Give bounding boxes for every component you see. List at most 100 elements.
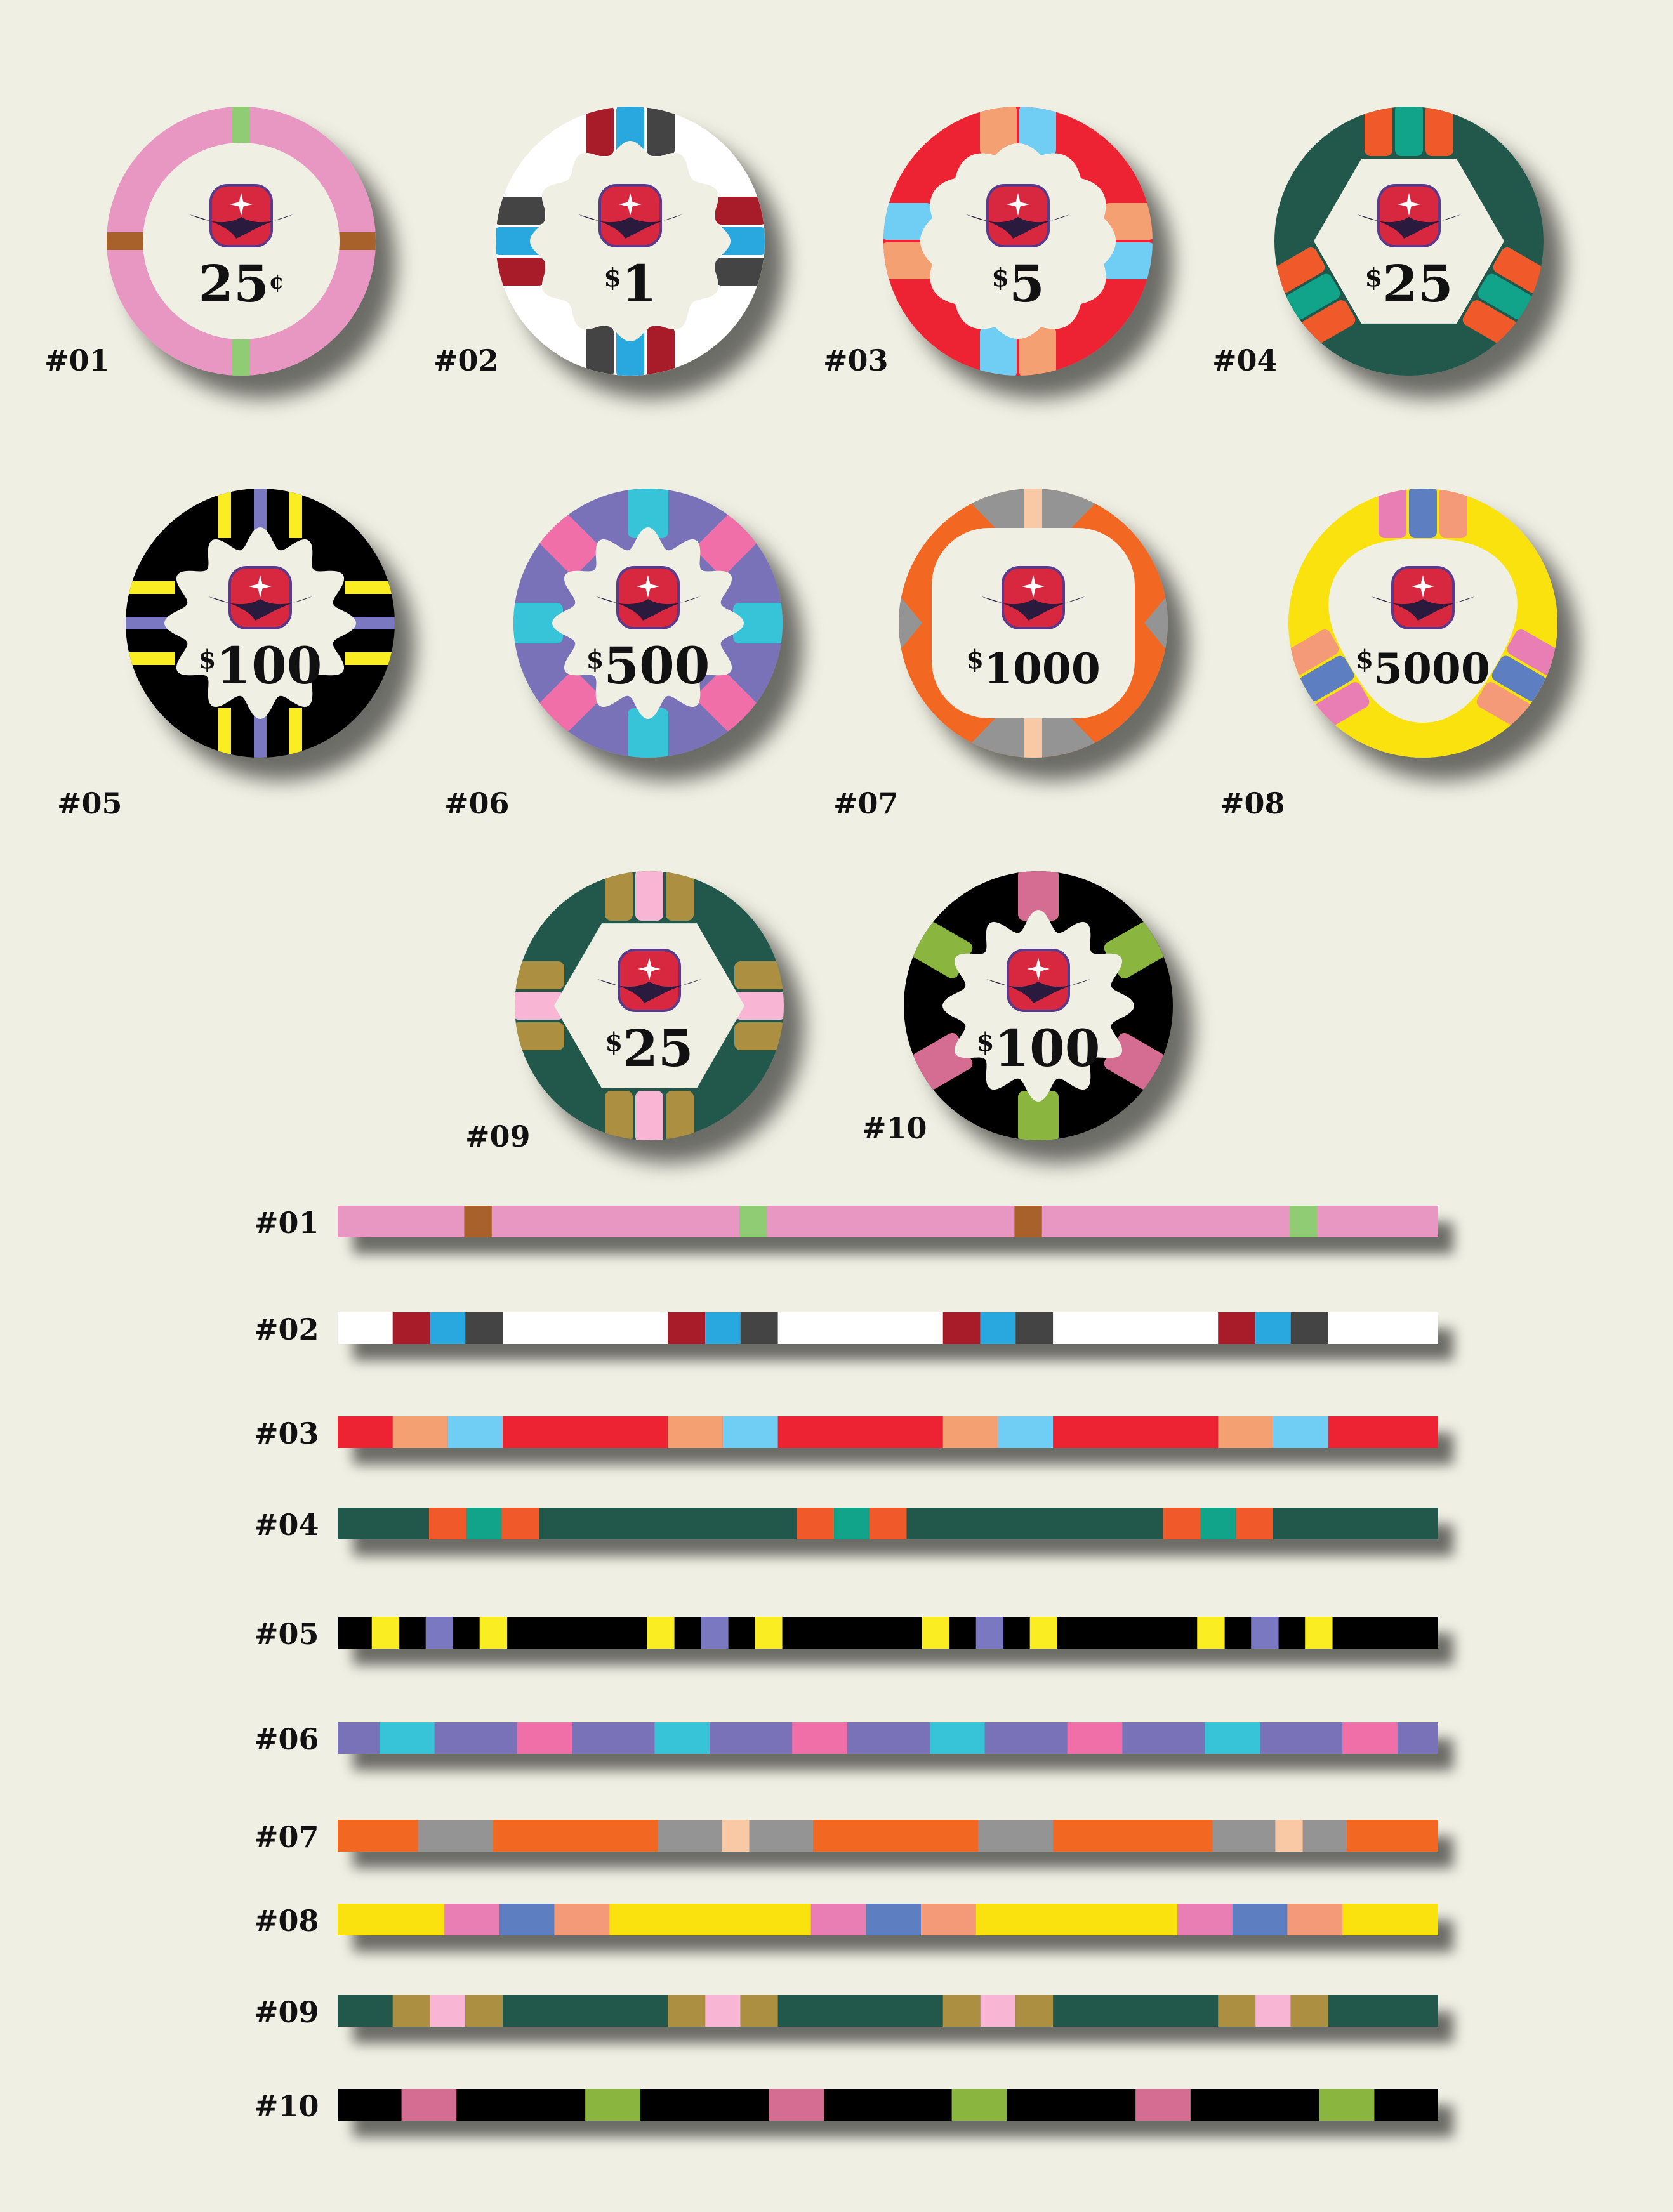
star-icon xyxy=(1412,575,1434,598)
casino-logo xyxy=(596,566,700,629)
strip-segment xyxy=(921,1904,976,1935)
edge-insert xyxy=(883,203,933,279)
strip-number-label: #03 xyxy=(254,1416,319,1451)
chip-5: $100 xyxy=(126,489,395,758)
casino-logo xyxy=(1357,184,1461,247)
chip-denomination: $5 xyxy=(991,254,1045,313)
casino-logo xyxy=(208,566,312,629)
strip-segment xyxy=(1275,1820,1303,1852)
casino-logo xyxy=(966,184,1070,247)
strip-segment xyxy=(705,1312,741,1344)
strip-segment xyxy=(769,2089,824,2121)
chip-center xyxy=(1328,539,1518,723)
edge-strip-8 xyxy=(338,1904,1438,1935)
strip-base xyxy=(338,1722,1438,1754)
strip-segment xyxy=(428,1508,466,1539)
strip-segment xyxy=(980,1312,1016,1344)
strip-number-label: #08 xyxy=(254,1904,319,1938)
strip-segment xyxy=(1163,1508,1201,1539)
strip-segment xyxy=(1255,1312,1291,1344)
bird-icon xyxy=(597,979,701,1003)
strip-segment xyxy=(1232,1904,1288,1935)
chip-number-label: #10 xyxy=(862,1111,927,1145)
edge-strip-9 xyxy=(338,1995,1438,2027)
strip-segment xyxy=(705,1995,741,2027)
star-icon xyxy=(638,958,661,980)
chip-number-label: #04 xyxy=(1212,343,1278,378)
strip-segment xyxy=(658,1820,722,1852)
strip-segment xyxy=(1029,1617,1058,1649)
edge-insert xyxy=(1462,247,1544,346)
edge-insert xyxy=(1018,871,1059,921)
strip-segment xyxy=(998,1416,1054,1448)
strip-segment xyxy=(517,1722,572,1754)
chip-number-label: #01 xyxy=(44,343,110,378)
chip-denomination: $100 xyxy=(199,636,322,695)
chip-number-label: #05 xyxy=(57,786,122,820)
edge-insert xyxy=(586,107,675,156)
edge-insert xyxy=(628,708,668,758)
strip-number-label: #01 xyxy=(254,1206,319,1240)
chip-number-label: #08 xyxy=(1220,786,1285,820)
chip-denomination: $500 xyxy=(586,636,710,695)
strip-segment xyxy=(668,1416,723,1448)
strip-segment xyxy=(501,1508,539,1539)
star-icon xyxy=(1007,193,1029,216)
bird-icon xyxy=(981,596,1085,621)
chip-denomination: $25 xyxy=(1365,254,1453,313)
strip-number-label: #07 xyxy=(254,1820,319,1854)
edge-insert xyxy=(345,581,395,665)
chip-10: $100 xyxy=(904,871,1173,1140)
strip-segment xyxy=(722,1820,750,1852)
edge-insert xyxy=(1379,489,1467,538)
edge-insert xyxy=(696,671,757,732)
strip-segment xyxy=(479,1617,508,1649)
casino-logo xyxy=(189,184,293,247)
chip-1: 25¢ xyxy=(107,107,376,376)
strip-segment xyxy=(1212,1820,1276,1852)
chip-number-label: #07 xyxy=(833,786,899,820)
strip-segment xyxy=(792,1722,847,1754)
strip-segment xyxy=(447,1416,503,1448)
chip-denomination: 25¢ xyxy=(199,254,284,313)
edge-insert xyxy=(539,671,600,732)
strip-segment xyxy=(464,1206,492,1237)
edge-insert xyxy=(1365,107,1453,156)
strip-segment xyxy=(401,2089,457,2121)
strip-segment xyxy=(740,1995,778,2027)
edge-insert xyxy=(733,603,783,643)
edge-insert xyxy=(1288,629,1370,728)
edge-strip-4 xyxy=(338,1508,1438,1539)
strip-segment xyxy=(1014,1206,1042,1237)
edge-insert xyxy=(980,107,1056,156)
strip-segment xyxy=(392,1416,448,1448)
edge-strip-6 xyxy=(338,1722,1438,1754)
strip-segment xyxy=(1067,1722,1123,1754)
strip-segment xyxy=(866,1904,922,1935)
chip-denomination: $5000 xyxy=(1356,644,1490,694)
strip-segment xyxy=(379,1722,435,1754)
star-icon xyxy=(1398,193,1420,216)
strip-segment xyxy=(922,1617,950,1649)
star-icon xyxy=(1022,575,1045,598)
strip-segment xyxy=(654,1722,710,1754)
chip-number-label: #06 xyxy=(444,786,510,820)
star-icon xyxy=(230,193,253,216)
strip-segment xyxy=(466,1508,502,1539)
strip-segment xyxy=(465,1995,503,2027)
edge-strip-7 xyxy=(338,1820,1438,1852)
star-icon xyxy=(619,193,642,216)
strip-segment xyxy=(1289,1206,1318,1237)
strip-segment xyxy=(869,1508,907,1539)
strip-segment xyxy=(739,1206,767,1237)
strip-segment xyxy=(425,1617,454,1649)
star-icon xyxy=(1027,958,1050,980)
edge-insert xyxy=(496,197,545,286)
chip-7: $1000 xyxy=(899,489,1168,758)
strip-segment xyxy=(834,1508,870,1539)
strip-segment xyxy=(668,1312,706,1344)
edge-strip-3 xyxy=(338,1416,1438,1448)
edge-insert xyxy=(513,603,563,643)
strip-segment xyxy=(647,1617,675,1649)
